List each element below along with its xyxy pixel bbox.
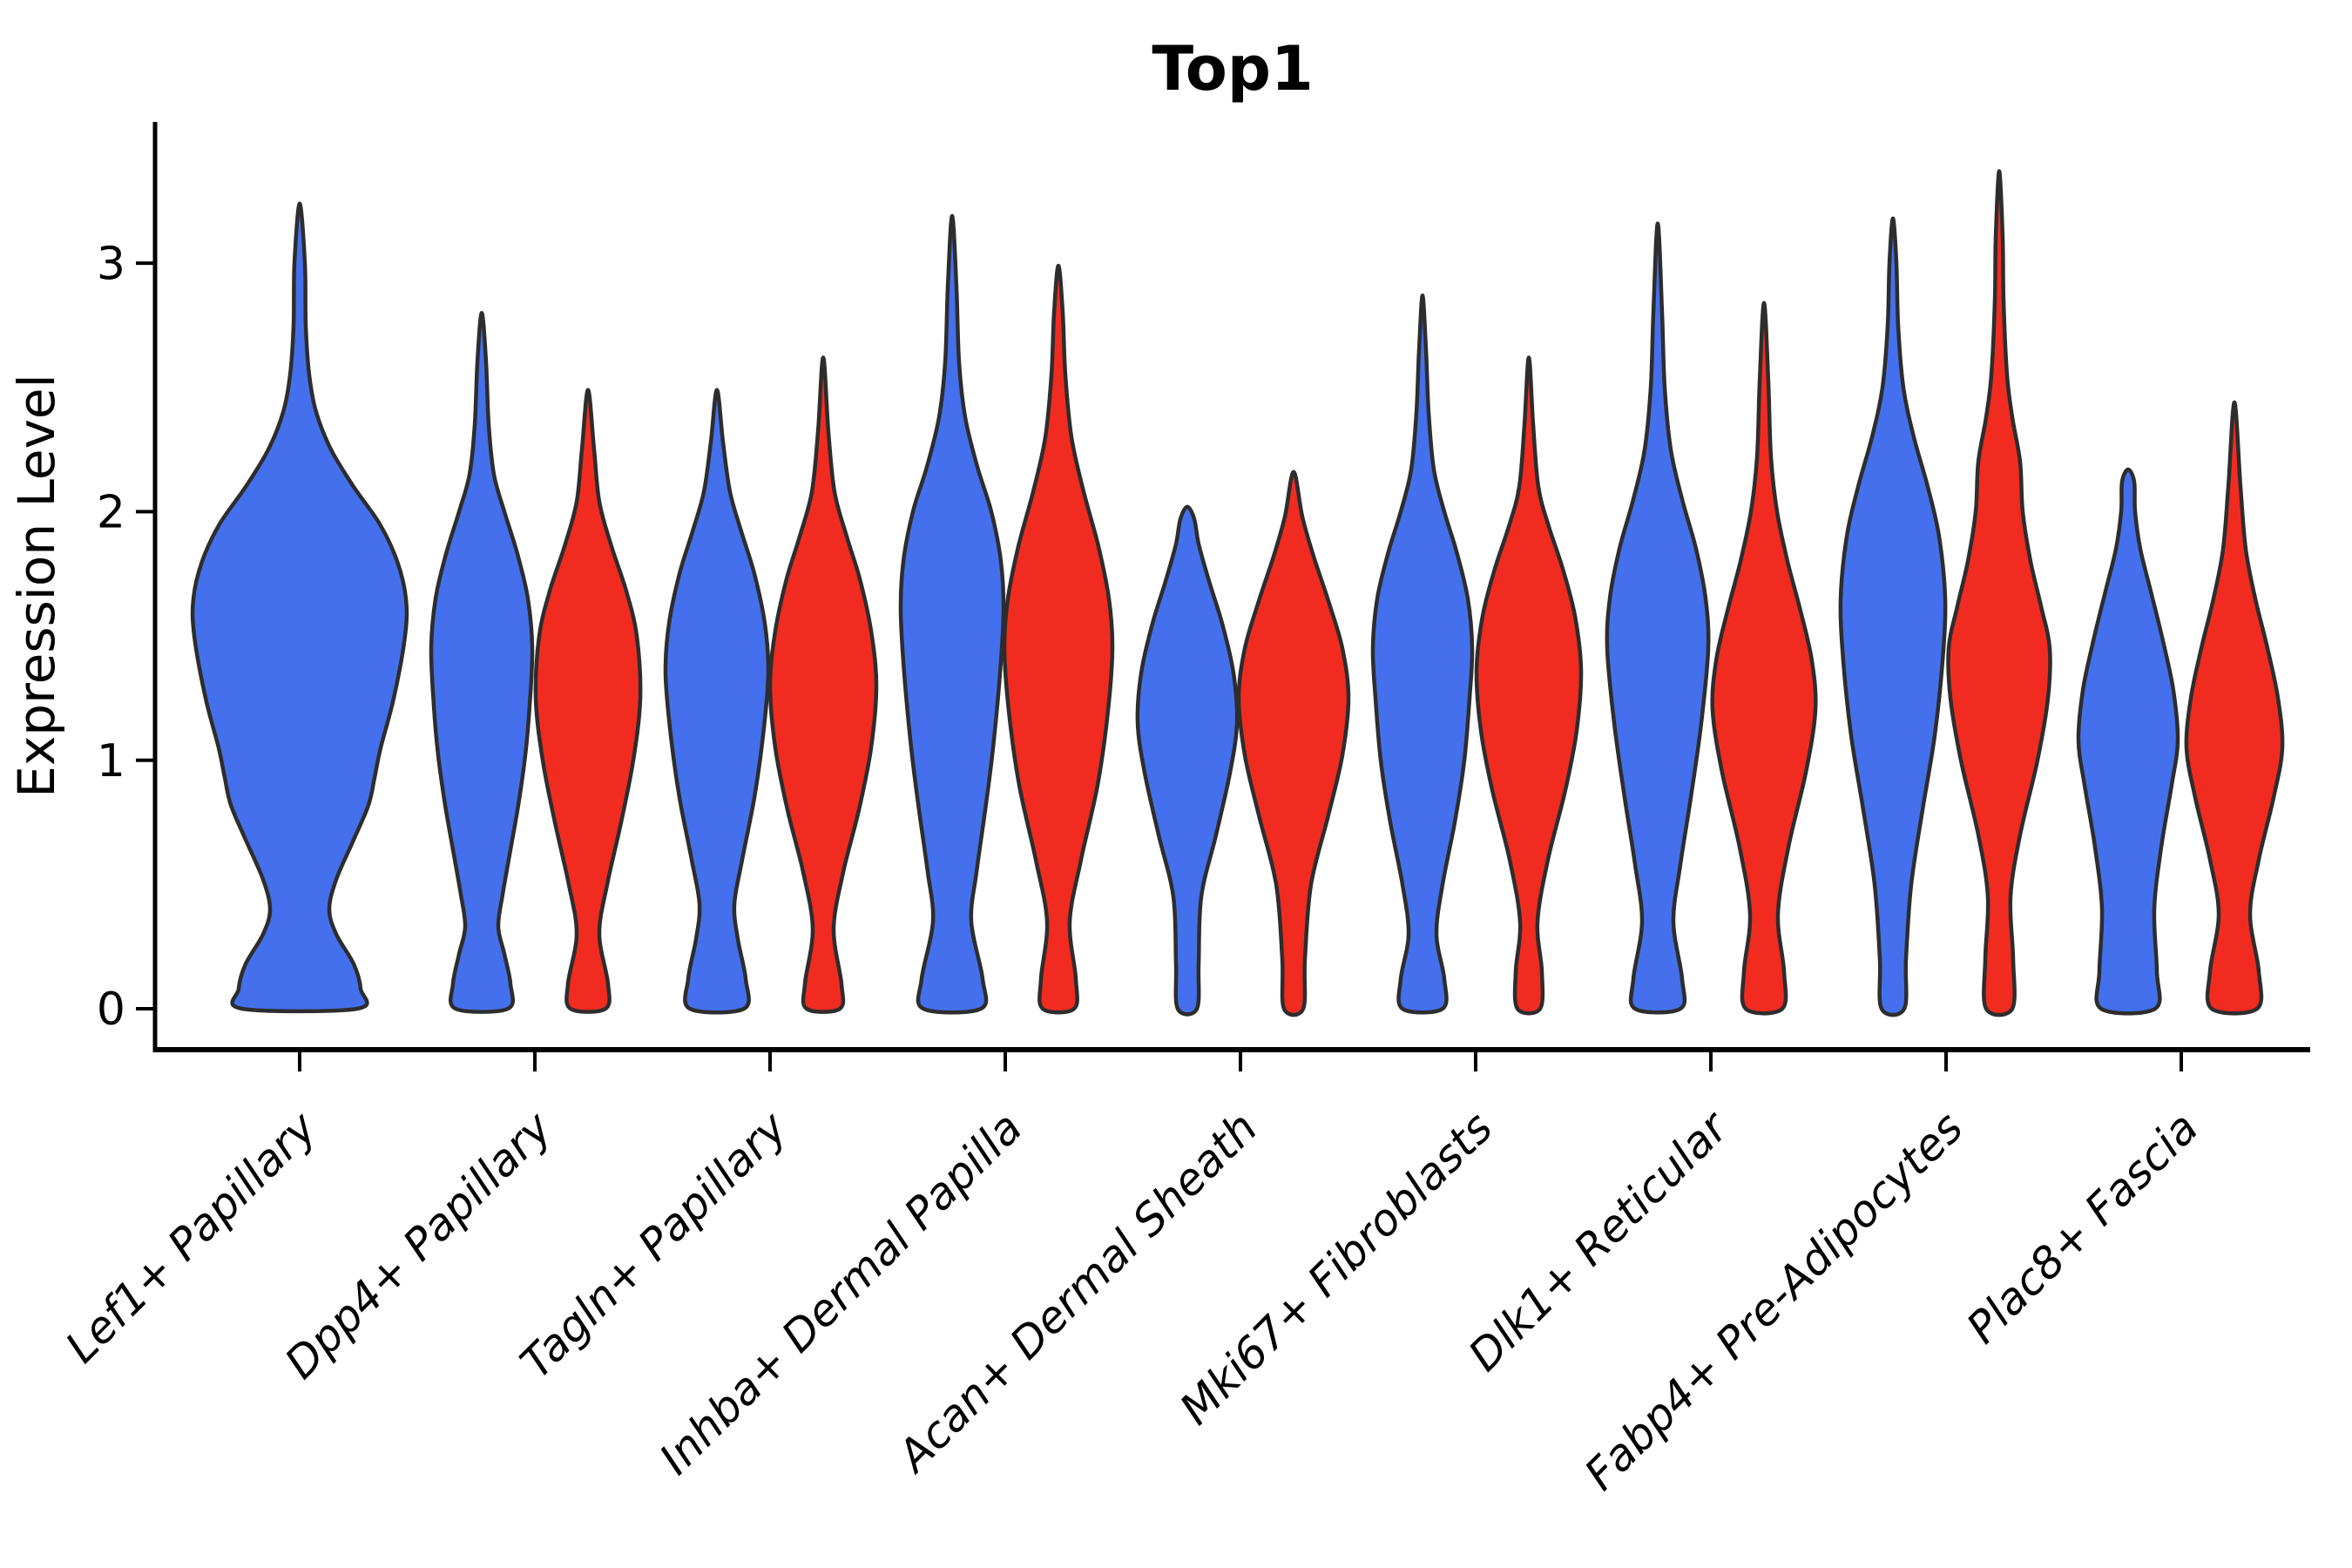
violin-inhba-dermal-papilla-red: [1002, 263, 1115, 1015]
violin-mki67-fibroblasts-red: [1474, 355, 1584, 1016]
y-tick-label: 2: [97, 487, 125, 539]
violin-dpp4-papillary-red: [533, 388, 643, 1014]
violin-tagln-papillary-red: [767, 355, 879, 1014]
violin-lef1-papillary-blue: [190, 201, 409, 1014]
chart-title: Top1: [1152, 33, 1313, 105]
violin-dpp4-papillary-blue: [429, 310, 535, 1014]
violin-acan-dermal-sheath-blue: [1135, 504, 1240, 1017]
violin-acan-dermal-sheath-red: [1236, 470, 1351, 1017]
violin-fabp4-pre-adipocytes-blue: [1838, 216, 1948, 1017]
violin-plac8-fascia-blue: [2076, 467, 2180, 1016]
violin-mki67-fibroblasts-blue: [1370, 293, 1475, 1015]
y-axis-label: Expression Level: [7, 374, 66, 797]
violin-tagln-papillary-blue: [663, 388, 771, 1015]
violin-inhba-dermal-papilla-blue: [898, 213, 1006, 1015]
y-tick-label: 1: [97, 735, 125, 787]
violin-fabp4-pre-adipocytes-red: [1946, 169, 2052, 1017]
violin-plac8-fascia-red: [2184, 400, 2285, 1016]
y-tick-label: 3: [97, 238, 125, 290]
violin-dlk1-reticular-red: [1710, 301, 1818, 1016]
violin-dlk1-reticular-blue: [1605, 221, 1711, 1015]
y-tick-label: 0: [97, 983, 125, 1036]
